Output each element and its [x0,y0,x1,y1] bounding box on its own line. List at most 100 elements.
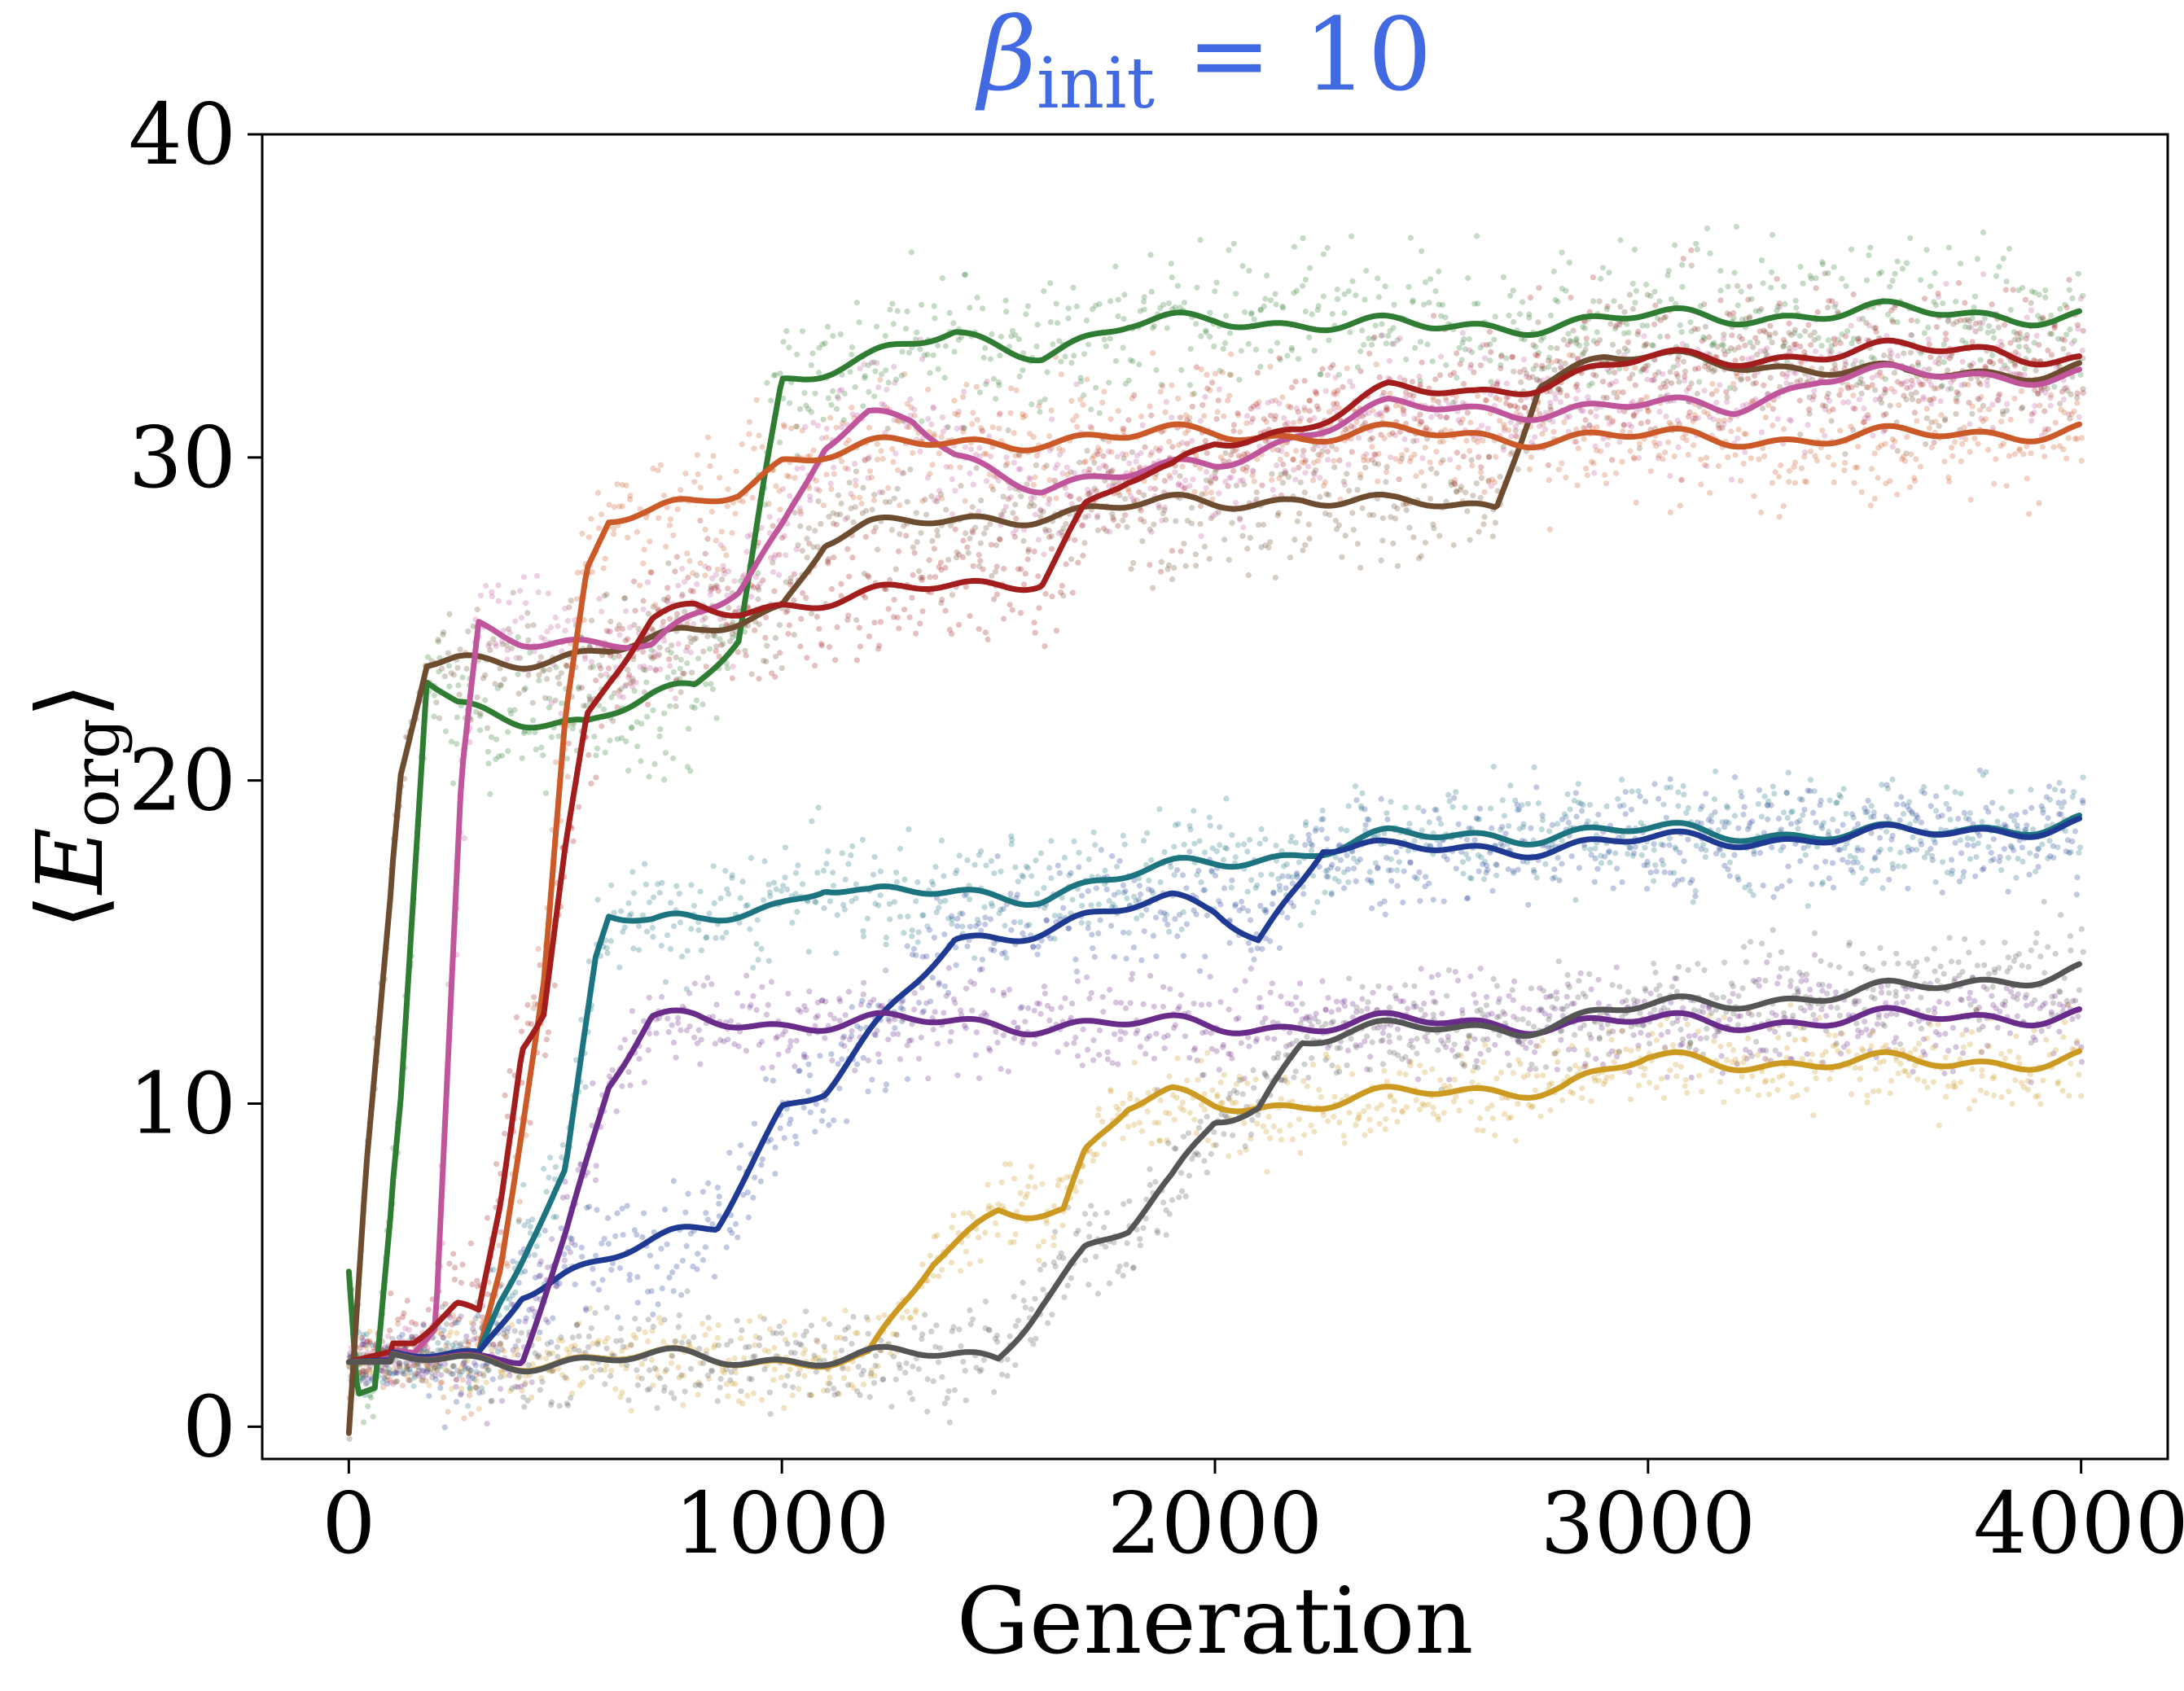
scatter-point [1728,476,1735,483]
scatter-point [625,636,631,642]
scatter-point [1427,276,1434,283]
scatter-point [1034,322,1041,328]
scatter-point [641,664,647,670]
scatter-point [521,729,528,737]
scatter-point [763,659,770,665]
scatter-point [1998,418,2005,425]
scatter-point [722,868,729,874]
scatter-point [436,668,442,675]
scatter-point [1141,298,1147,305]
scatter-point [555,674,562,681]
scatter-point [1535,349,1542,356]
scatter-point [928,493,935,500]
scatter-point [1674,357,1681,363]
scatter-point [1481,514,1488,520]
scatter-point [1216,490,1222,497]
scatter-point [938,600,945,607]
scatter-point [433,699,440,706]
scatter-point [1010,530,1016,537]
scatter-point [1825,337,1831,344]
scatter-point [1926,425,1932,432]
scatter-point [1791,459,1799,466]
scatter-point [917,620,923,627]
scatter-point [968,446,975,453]
scatter-point [682,608,688,615]
scatter-point [1758,306,1765,313]
scatter-point [853,881,859,887]
scatter-point [1581,318,1589,326]
scatter-point [1267,539,1274,545]
scatter-point [791,597,797,603]
scatter-point [660,619,667,625]
scatter-point [988,541,994,548]
scatter-point [524,623,531,629]
scatter-point [518,615,525,621]
scatter-point [1251,478,1257,484]
scatter-point [649,924,656,931]
scatter-point [1310,446,1317,453]
scatter-point [1908,391,1914,397]
scatter-point [887,916,893,922]
scatter-point [746,431,752,437]
scatter-point [971,955,978,962]
scatter-point [1518,397,1524,404]
scatter-point [1394,337,1401,344]
scatter-point [1245,572,1252,579]
scatter-point [1334,296,1341,302]
scatter-point [1009,327,1015,334]
scatter-point [536,677,542,684]
scatter-point [1843,283,1849,289]
scatter-point [842,876,849,883]
scatter-point [625,666,631,673]
scatter-point [871,620,878,626]
scatter-point [770,559,776,566]
scatter-point [1177,304,1183,311]
scatter-point [1379,515,1386,522]
scatter-point [1026,475,1033,481]
scatter-point [543,1036,550,1043]
scatter-point [724,503,730,510]
scatter-point [1977,326,1984,332]
scatter-point [1948,445,1955,451]
scatter-point [901,523,907,529]
scatter-point [1085,341,1092,348]
scatter-point [652,667,659,674]
scatter-point [1624,321,1630,327]
scatter-point [1772,469,1778,475]
scatter-point [637,582,643,589]
scatter-point [1260,521,1267,528]
scatter-point [380,1369,387,1375]
scatter-point [1982,415,1989,423]
scatter-point [1485,425,1491,432]
scatter-point [1841,467,1848,474]
scatter-point [1281,414,1287,421]
scatter-point [578,1016,585,1023]
scatter-point [1213,475,1219,482]
scatter-point [1534,353,1541,359]
scatter-point [800,328,806,335]
scatter-point [1279,480,1286,486]
scatter-point [628,910,634,918]
scatter-point [891,363,897,370]
scatter-point [1475,300,1481,307]
scatter-point [1257,307,1264,313]
scatter-point [916,567,923,575]
scatter-point [1181,841,1187,848]
scatter-point [603,671,610,677]
scatter-point [1350,527,1357,533]
scatter-point [983,478,990,484]
scatter-point [1683,343,1690,349]
scatter-point [1754,340,1761,346]
scatter-point [1831,462,1837,468]
scatter-point [725,665,731,672]
scatter-point [1786,344,1792,352]
scatter-point [1581,436,1587,442]
scatter-point [1055,320,1061,326]
scatter-point [1957,317,1963,323]
scatter-point [1105,468,1112,475]
scatter-point [601,593,607,599]
scatter-point [1157,304,1164,312]
scatter-point [729,529,735,537]
scatter-point [1888,350,1895,357]
scatter-point [1442,314,1449,321]
